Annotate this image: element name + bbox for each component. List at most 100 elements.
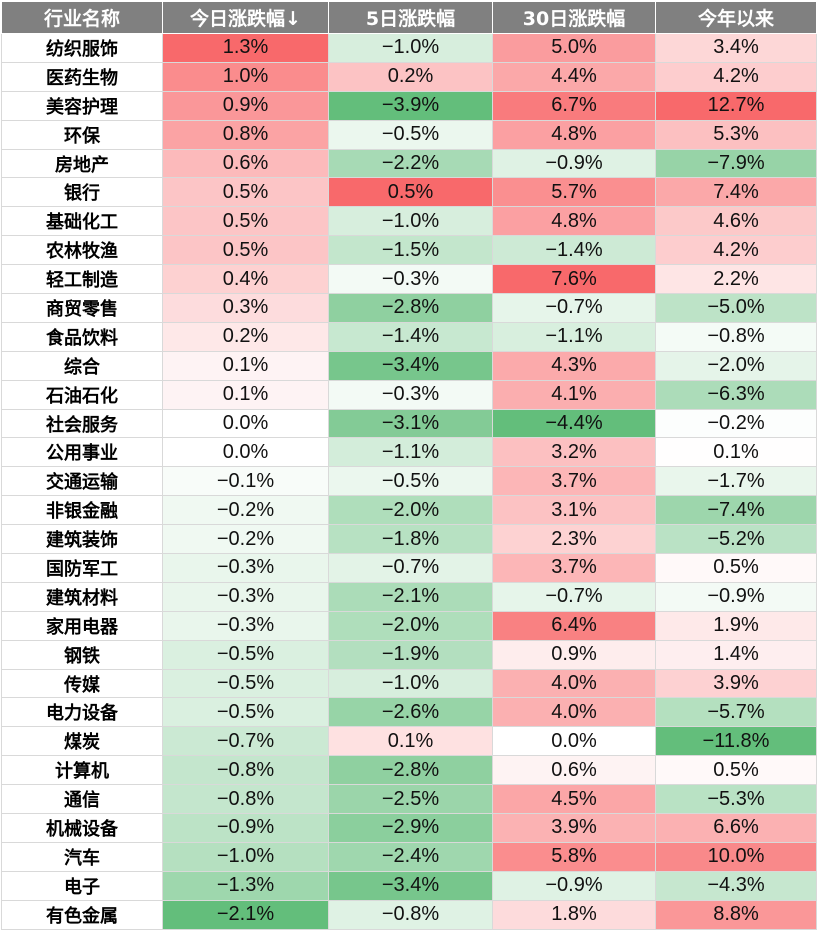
today-change-cell: −0.8% bbox=[162, 784, 329, 815]
header-30day-change[interactable]: 30日涨跌幅 bbox=[492, 1, 656, 34]
30day-change-cell: −0.7% bbox=[492, 581, 656, 612]
ytd-change-cell: 0.1% bbox=[655, 437, 817, 468]
industry-name-cell: 电子 bbox=[1, 870, 163, 901]
30day-change-cell: 3.7% bbox=[492, 553, 656, 583]
table-row: 美容护理 0.9% −3.9% 6.7% 12.7% bbox=[1, 90, 817, 121]
30day-change-cell: 0.6% bbox=[492, 755, 656, 786]
5day-change-cell: −1.0% bbox=[328, 668, 493, 699]
30day-change-cell: 3.9% bbox=[492, 813, 656, 843]
today-change-cell: −0.9% bbox=[162, 813, 329, 843]
industry-name-cell: 石油石化 bbox=[1, 379, 163, 410]
table-row: 轻工制造 0.4% −0.3% 7.6% 2.2% bbox=[1, 264, 817, 295]
5day-change-cell: −2.4% bbox=[328, 841, 493, 872]
industry-name-cell: 交通运输 bbox=[1, 466, 163, 497]
ytd-change-cell: −0.8% bbox=[655, 321, 817, 352]
5day-change-cell: 0.2% bbox=[328, 61, 493, 92]
5day-change-cell: −2.0% bbox=[328, 610, 493, 641]
today-change-cell: −1.3% bbox=[162, 870, 329, 901]
industry-name-cell: 家用电器 bbox=[1, 610, 163, 641]
5day-change-cell: −2.2% bbox=[328, 148, 493, 179]
industry-name-cell: 传媒 bbox=[1, 668, 163, 699]
30day-change-cell: 6.4% bbox=[492, 610, 656, 641]
ytd-change-cell: −5.2% bbox=[655, 524, 817, 555]
table-row: 基础化工 0.5% −1.0% 4.8% 4.6% bbox=[1, 206, 817, 237]
industry-name-cell: 有色金属 bbox=[1, 899, 163, 930]
header-ytd-change[interactable]: 今年以来 bbox=[655, 1, 817, 34]
today-change-cell: −0.2% bbox=[162, 495, 329, 526]
30day-change-cell: −1.1% bbox=[492, 321, 656, 352]
table-row: 电子 −1.3% −3.4% −0.9% −4.3% bbox=[1, 870, 817, 901]
table-header: 行业名称 今日涨跌幅↓ 5日涨跌幅 30日涨跌幅 今年以来 bbox=[1, 1, 817, 34]
ytd-change-cell: 0.5% bbox=[655, 553, 817, 583]
industry-name-cell: 煤炭 bbox=[1, 726, 163, 757]
industry-name-cell: 综合 bbox=[1, 350, 163, 381]
table-row: 公用事业 0.0% −1.1% 3.2% 0.1% bbox=[1, 437, 817, 468]
header-industry-name[interactable]: 行业名称 bbox=[1, 1, 163, 34]
industry-name-cell: 通信 bbox=[1, 784, 163, 815]
table-row: 银行 0.5% 0.5% 5.7% 7.4% bbox=[1, 177, 817, 208]
5day-change-cell: 0.1% bbox=[328, 726, 493, 757]
5day-change-cell: −1.5% bbox=[328, 235, 493, 266]
header-today-change[interactable]: 今日涨跌幅↓ bbox=[162, 1, 329, 34]
table-row: 建筑装饰 −0.2% −1.8% 2.3% −5.2% bbox=[1, 524, 817, 555]
30day-change-cell: 4.0% bbox=[492, 697, 656, 728]
table-row: 机械设备 −0.9% −2.9% 3.9% 6.6% bbox=[1, 813, 817, 843]
5day-change-cell: −1.1% bbox=[328, 437, 493, 468]
table-body: 纺织服饰 1.3% −1.0% 5.0% 3.4% 医药生物 1.0% 0.2% 4.4% 4.2… bbox=[1, 33, 817, 930]
today-change-cell: 0.1% bbox=[162, 379, 329, 410]
ytd-change-cell: 1.4% bbox=[655, 639, 817, 670]
table-row: 非银金融 −0.2% −2.0% 3.1% −7.4% bbox=[1, 495, 817, 526]
header-row: 行业名称 今日涨跌幅↓ 5日涨跌幅 30日涨跌幅 今年以来 bbox=[1, 1, 817, 34]
today-change-cell: 0.5% bbox=[162, 235, 329, 266]
table-row: 有色金属 −2.1% −0.8% 1.8% 8.8% bbox=[1, 899, 817, 930]
5day-change-cell: −3.9% bbox=[328, 90, 493, 121]
table-row: 农林牧渔 0.5% −1.5% −1.4% 4.2% bbox=[1, 235, 817, 266]
ytd-change-cell: 4.2% bbox=[655, 61, 817, 92]
table-row: 国防军工 −0.3% −0.7% 3.7% 0.5% bbox=[1, 553, 817, 583]
table-row: 环保 0.8% −0.5% 4.8% 5.3% bbox=[1, 119, 817, 150]
today-change-cell: 0.0% bbox=[162, 437, 329, 468]
30day-change-cell: −0.9% bbox=[492, 870, 656, 901]
ytd-change-cell: 3.9% bbox=[655, 668, 817, 699]
industry-name-cell: 钢铁 bbox=[1, 639, 163, 670]
today-change-cell: −2.1% bbox=[162, 899, 329, 930]
table-row: 综合 0.1% −3.4% 4.3% −2.0% bbox=[1, 350, 817, 381]
today-change-cell: 0.3% bbox=[162, 293, 329, 323]
ytd-change-cell: −11.8% bbox=[655, 726, 817, 757]
30day-change-cell: 4.8% bbox=[492, 206, 656, 237]
industry-name-cell: 非银金融 bbox=[1, 495, 163, 526]
30day-change-cell: 4.4% bbox=[492, 61, 656, 92]
30day-change-cell: −1.4% bbox=[492, 235, 656, 266]
5day-change-cell: −0.7% bbox=[328, 553, 493, 583]
30day-change-cell: 2.3% bbox=[492, 524, 656, 555]
table-row: 通信 −0.8% −2.5% 4.5% −5.3% bbox=[1, 784, 817, 815]
table-row: 交通运输 −0.1% −0.5% 3.7% −1.7% bbox=[1, 466, 817, 497]
industry-name-cell: 基础化工 bbox=[1, 206, 163, 237]
industry-name-cell: 轻工制造 bbox=[1, 264, 163, 295]
industry-name-cell: 公用事业 bbox=[1, 437, 163, 468]
industry-name-cell: 计算机 bbox=[1, 755, 163, 786]
30day-change-cell: 4.0% bbox=[492, 668, 656, 699]
header-5day-change[interactable]: 5日涨跌幅 bbox=[328, 1, 493, 34]
industry-name-cell: 食品饮料 bbox=[1, 321, 163, 352]
ytd-change-cell: 6.6% bbox=[655, 813, 817, 843]
ytd-change-cell: −5.7% bbox=[655, 697, 817, 728]
today-change-cell: −0.1% bbox=[162, 466, 329, 497]
5day-change-cell: −1.4% bbox=[328, 321, 493, 352]
today-change-cell: 0.8% bbox=[162, 119, 329, 150]
industry-name-cell: 建筑材料 bbox=[1, 581, 163, 612]
table-row: 食品饮料 0.2% −1.4% −1.1% −0.8% bbox=[1, 321, 817, 352]
30day-change-cell: 5.8% bbox=[492, 841, 656, 872]
ytd-change-cell: 10.0% bbox=[655, 841, 817, 872]
5day-change-cell: −1.0% bbox=[328, 33, 493, 63]
30day-change-cell: 4.3% bbox=[492, 350, 656, 381]
ytd-change-cell: 4.2% bbox=[655, 235, 817, 266]
5day-change-cell: −1.9% bbox=[328, 639, 493, 670]
5day-change-cell: −3.4% bbox=[328, 870, 493, 901]
table-row: 商贸零售 0.3% −2.8% −0.7% −5.0% bbox=[1, 293, 817, 323]
table-row: 煤炭 −0.7% 0.1% 0.0% −11.8% bbox=[1, 726, 817, 757]
today-change-cell: −0.8% bbox=[162, 755, 329, 786]
today-change-cell: −0.3% bbox=[162, 610, 329, 641]
ytd-change-cell: 7.4% bbox=[655, 177, 817, 208]
ytd-change-cell: 3.4% bbox=[655, 33, 817, 63]
